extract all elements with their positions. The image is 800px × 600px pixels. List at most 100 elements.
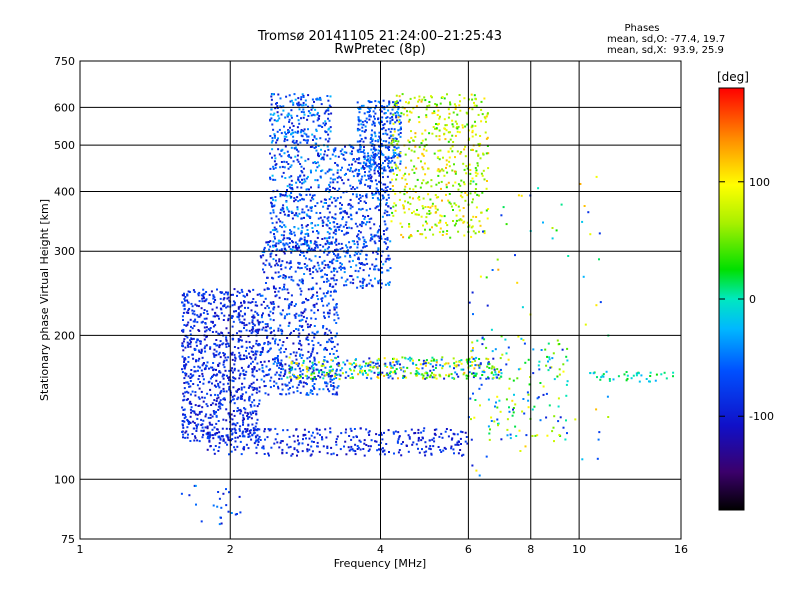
scatter-point: [454, 371, 457, 374]
scatter-point: [381, 194, 384, 197]
scatter-point: [402, 441, 404, 444]
scatter-point: [549, 366, 552, 369]
scatter-point: [312, 369, 315, 372]
scatter-point: [356, 127, 359, 130]
scatter-point: [208, 380, 211, 383]
scatter-point: [216, 505, 219, 508]
scatter-point: [181, 294, 184, 297]
scatter-point: [338, 266, 341, 269]
scatter-point: [283, 166, 286, 169]
scatter-point: [183, 395, 186, 398]
scatter-point: [363, 278, 366, 281]
scatter-point: [201, 297, 204, 300]
scatter-point: [405, 376, 408, 379]
scatter-point: [384, 146, 387, 149]
scatter-point: [263, 251, 266, 254]
scatter-point: [310, 171, 312, 174]
scatter-point: [474, 191, 477, 194]
scatter-point: [277, 239, 280, 242]
scatter-point: [200, 350, 203, 353]
scatter-point: [273, 160, 276, 163]
y-tick-label: 400: [54, 185, 75, 198]
scatter-point: [219, 371, 222, 374]
scatter-point: [198, 350, 201, 353]
scatter-point: [363, 240, 366, 243]
scatter-point: [370, 144, 373, 147]
scatter-point: [359, 285, 362, 288]
scatter-point: [271, 337, 274, 340]
scatter-point: [516, 281, 519, 284]
scatter-point: [313, 136, 316, 139]
scatter-point: [226, 443, 228, 446]
scatter-point: [471, 361, 474, 363]
scatter-point: [396, 110, 398, 113]
scatter-point: [267, 306, 270, 309]
scatter-point: [276, 139, 279, 142]
scatter-point: [194, 370, 197, 373]
scatter-point: [228, 379, 230, 382]
scatter-point: [527, 358, 530, 361]
scatter-point: [183, 398, 186, 401]
scatter-point: [352, 278, 355, 281]
scatter-point: [302, 385, 305, 388]
scatter-point: [479, 224, 482, 227]
scatter-point: [435, 135, 438, 138]
scatter-point: [324, 264, 327, 267]
scatter-point: [190, 302, 193, 305]
scatter-point: [289, 376, 292, 379]
scatter-point: [193, 324, 196, 327]
scatter-point: [443, 118, 446, 121]
scatter-point: [263, 246, 266, 249]
scatter-point: [306, 383, 308, 386]
scatter-point: [306, 268, 309, 271]
scatter-point: [384, 238, 387, 241]
scatter-point: [415, 363, 418, 366]
scatter-point: [475, 216, 478, 218]
scatter-point: [371, 193, 374, 196]
scatter-point: [342, 157, 345, 160]
scatter-point: [303, 254, 306, 257]
scatter-point: [383, 357, 386, 360]
scatter-point: [329, 126, 332, 129]
scatter-point: [318, 155, 320, 157]
scatter-point: [211, 434, 214, 437]
scatter-point: [471, 129, 474, 132]
scatter-point: [326, 95, 329, 97]
scatter-point: [391, 178, 394, 181]
scatter-point: [220, 516, 222, 519]
scatter-point: [506, 418, 509, 421]
scatter-point: [532, 372, 535, 375]
scatter-point: [389, 117, 392, 120]
scatter-point: [272, 285, 275, 288]
scatter-point: [222, 387, 225, 390]
scatter-point: [290, 146, 293, 149]
scatter-point: [386, 105, 389, 108]
scatter-point: [363, 146, 365, 149]
scatter-point: [316, 432, 319, 435]
scatter-point: [328, 198, 331, 201]
scatter-point: [376, 197, 379, 200]
scatter-point: [471, 201, 474, 204]
scatter-point: [317, 374, 320, 377]
scatter-point: [311, 196, 314, 199]
scatter-point: [485, 187, 488, 190]
scatter-point: [435, 196, 438, 199]
scatter-point: [197, 365, 200, 368]
scatter-point: [307, 209, 310, 212]
scatter-point: [220, 390, 223, 393]
scatter-point: [277, 242, 280, 245]
scatter-point: [367, 174, 370, 177]
scatter-point: [314, 317, 317, 320]
scatter-point: [291, 241, 294, 244]
scatter-point: [315, 211, 318, 214]
scatter-point: [282, 207, 285, 210]
scatter-point: [505, 352, 508, 355]
scatter-point: [589, 372, 592, 374]
scatter-point: [198, 375, 201, 377]
scatter-point: [329, 222, 331, 224]
scatter-point: [425, 359, 428, 362]
scatter-point: [183, 420, 186, 423]
scatter-point: [301, 93, 304, 96]
scatter-point: [247, 366, 250, 368]
scatter-point: [475, 356, 478, 359]
